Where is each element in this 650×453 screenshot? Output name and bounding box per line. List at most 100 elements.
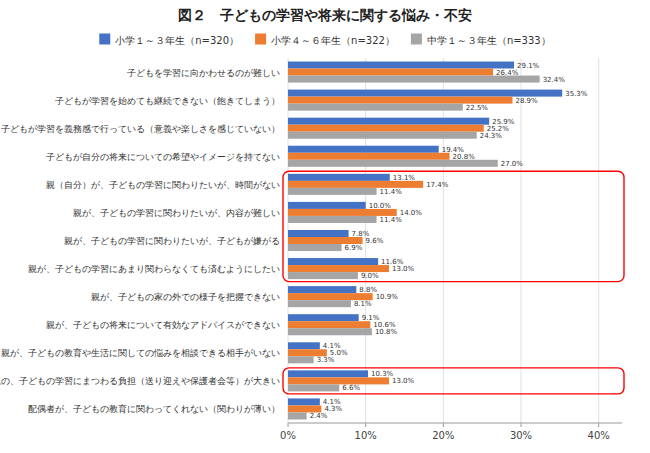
bar [288,181,423,188]
bar [288,188,377,195]
data-label: 32.4% [543,76,566,84]
data-label: 14.0% [400,209,423,217]
data-label: 24.3% [480,132,503,140]
bar [288,118,489,125]
legend-label: 小学１～３年生（n=320） [115,35,239,46]
category-label: 子どもが学習を始めても継続できない（飽きてしまう） [55,96,280,106]
bars [288,62,562,420]
legend-item: 小学１～３年生（n=320） [99,34,239,46]
legend-swatch [255,34,266,45]
bar [288,258,378,265]
bar [288,209,397,216]
bar [288,286,356,293]
tick-label: 0% [280,430,296,441]
data-label: 13.1% [393,174,416,182]
bar [288,328,372,335]
legend-label: 小学４～６年生（n=322） [271,35,395,46]
tick-label: 30% [510,430,532,441]
bar [288,90,562,97]
data-label: 9.0% [361,272,379,280]
bar [288,230,349,237]
data-labels: 29.1%35.3%25.9%19.4%13.1%10.0%7.8%11.6%8… [310,62,588,421]
tick-mark [598,423,599,427]
bar [288,174,390,181]
bar [288,69,493,76]
data-label: 20.8% [453,153,476,161]
data-label: 2.4% [310,412,328,420]
data-label: 35.3% [565,90,588,98]
tick-mark [288,423,289,427]
data-label: 10.8% [375,328,398,336]
bar [288,293,373,300]
bar [288,370,368,377]
data-label: 10.9% [376,293,399,301]
data-label: 17.4% [426,181,449,189]
data-label: 9.6% [366,237,384,245]
bar [288,314,359,321]
data-label: 27.0% [501,160,524,168]
tick-mark [365,423,366,427]
data-label: 6.6% [342,384,360,392]
bar [288,244,342,251]
x-axis: 0%10%20%30%40% [280,423,622,441]
bar [288,342,320,349]
bar [288,356,314,363]
tick-label: 10% [355,430,377,441]
data-label: 13.0% [392,265,415,273]
data-label: 3.3% [317,356,335,364]
bar [288,202,366,209]
bar [288,321,370,328]
x-axis-line [288,423,622,424]
category-label: 親が、子どもの将来について有効なアドバイスができない [46,320,280,330]
bar [288,412,307,419]
legend-swatch [411,34,422,45]
chart: 図２ 子どもの学習や将来に関する悩み・不安小学１～３年生（n=320） 小学４～６… [0,0,650,453]
bar [288,97,512,104]
data-label: 13.0% [392,377,415,385]
tick-mark [443,423,444,427]
bar [288,76,540,83]
data-label: 10.0% [369,202,392,210]
bar [288,265,389,272]
bar [288,405,321,412]
category-label: 子どもを学習に向かわせるのが難しい [127,68,280,78]
bar [288,300,351,307]
title: 図２ 子どもの学習や将来に関する悩み・不安 [178,7,472,23]
data-label: 26.4% [496,69,519,77]
highlights [283,171,624,394]
y-axis: 子どもを学習に向かわせるのが難しい子どもが学習を始めても継続できない（飽きてしま… [0,68,280,415]
category-label: 親が、子どもの学習にあまり関わらなくても済むようにしたい [28,264,280,274]
legend-swatch [99,34,110,45]
category-label: 親が、子どもの教育や生活に関しての悩みを相談できる相手がいない [1,348,280,358]
category-label: 親（自分）が、子どもの学習に関わりたいが、時間がない [46,180,280,190]
data-label: 29.1% [517,62,540,70]
bar [288,132,477,139]
bar [288,216,377,223]
bar [288,349,327,356]
tick-label: 20% [432,430,454,441]
category-label: 子どもが学習を義務感で行っている（意義や楽しさを感じていない） [1,124,280,134]
data-label: 10.3% [371,370,394,378]
data-label: 22.5% [466,104,489,112]
tick-mark [521,423,522,427]
category-label: 親が、子どもの家の外での様子を把握できない [91,292,280,302]
data-label: 11.4% [380,188,403,196]
highlight-box [283,368,624,394]
bar [288,104,463,111]
bar [288,272,358,279]
category-label: 配偶者が、子どもの教育に関わってくれない（関わりが薄い） [28,404,280,414]
bar [288,237,363,244]
legend-label: 中学１～３年生（n=333） [427,35,551,46]
data-label: 28.9% [515,97,538,105]
bar [288,146,439,153]
bar [288,377,389,384]
bar [288,160,498,167]
category-label: 親が、子どもの学習に関わりたいが、子どもが嫌がる [64,236,280,246]
legend-item: 中学１～３年生（n=333） [411,34,551,46]
category-label: 親が、子どもの学習に関わりたいが、内容が難しい [73,208,280,218]
data-label: 8.1% [354,300,372,308]
data-label: 6.9% [345,244,363,252]
bar [288,384,339,391]
category-label: 親の、子どもの学習にまつわる負担（送り迎えや保護者会等）が大きい [0,376,280,386]
bar [288,62,514,69]
